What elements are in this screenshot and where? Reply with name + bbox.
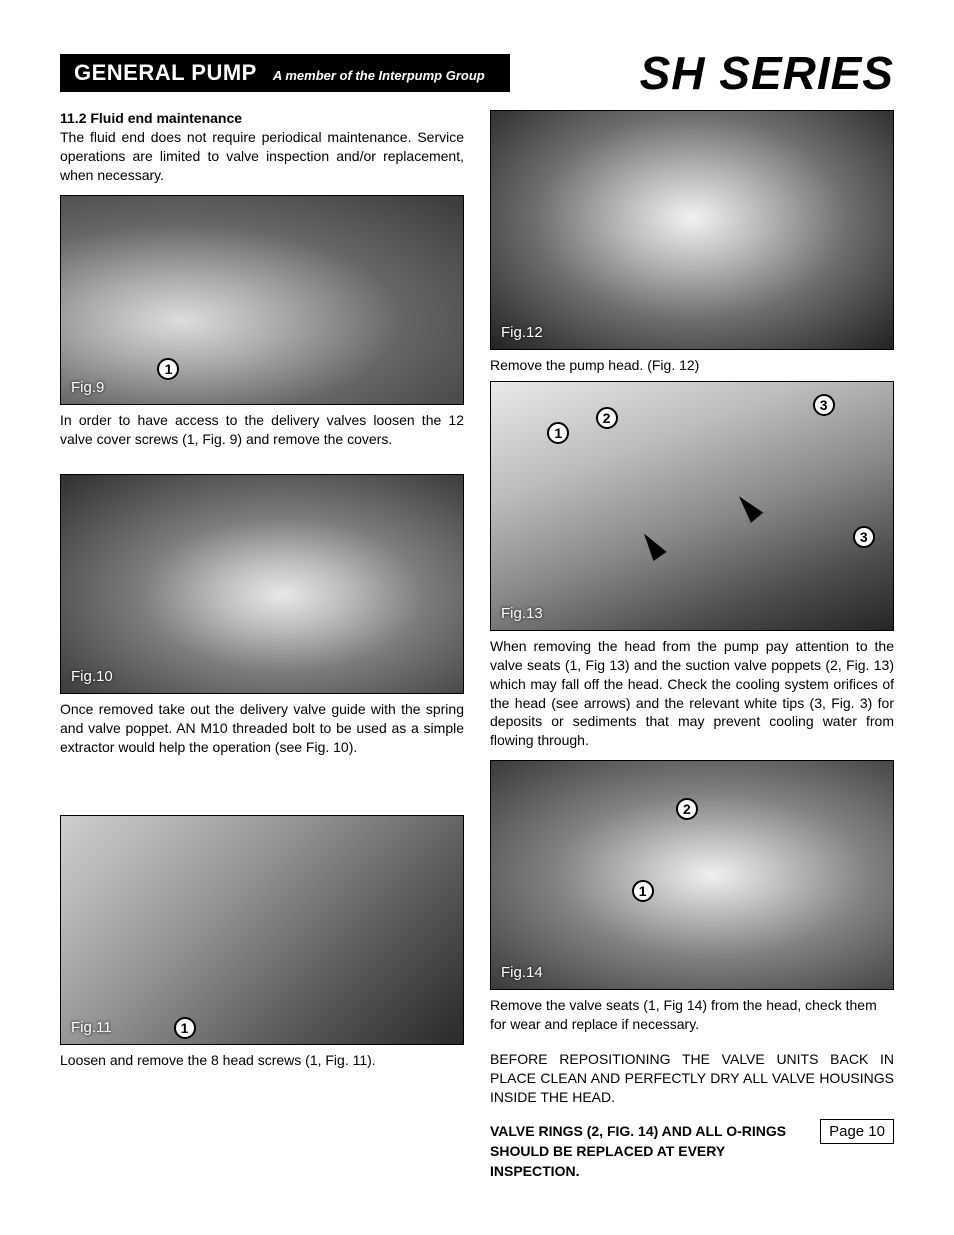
callout-2: 2 xyxy=(676,798,698,820)
text-after-fig13: When removing the head from the pump pay… xyxy=(490,637,894,750)
figure-10: Fig.10 xyxy=(60,474,464,694)
figure-12-label: Fig.12 xyxy=(501,324,543,341)
figure-9: Fig.9 1 xyxy=(60,195,464,405)
text-after-fig9: In order to have access to the delivery … xyxy=(60,411,464,449)
figure-14-label: Fig.14 xyxy=(501,964,543,981)
text-after-fig10: Once removed take out the delivery valve… xyxy=(60,700,464,757)
figure-9-label: Fig.9 xyxy=(71,379,104,396)
figure-11: Fig.11 1 xyxy=(60,815,464,1045)
figure-14-image xyxy=(491,761,893,989)
figure-12: Fig.12 xyxy=(490,110,894,350)
text-after-fig14: Remove the valve seats (1, Fig 14) from … xyxy=(490,996,894,1034)
footer-line: Page 10 VALVE RINGS (2, FIG. 14) AND ALL… xyxy=(490,1121,894,1182)
callout-1: 1 xyxy=(632,880,654,902)
left-column: 11.2 Fluid end maintenance The fluid end… xyxy=(60,110,464,1182)
callout-3: 3 xyxy=(853,526,875,548)
figure-13: Fig.13 1 2 3 3 xyxy=(490,381,894,631)
bold-note: VALVE RINGS (2, FIG. 14) AND ALL O-RINGS… xyxy=(490,1123,786,1180)
page-header: GENERAL PUMP A member of the Interpump G… xyxy=(60,50,894,96)
right-column: Fig.12 Remove the pump head. (Fig. 12) F… xyxy=(490,110,894,1182)
figure-13-image xyxy=(491,382,893,630)
callout-1: 1 xyxy=(174,1017,196,1039)
figure-9-image xyxy=(61,196,463,404)
figure-14: Fig.14 2 1 xyxy=(490,760,894,990)
figure-10-image xyxy=(61,475,463,693)
text-after-fig11: Loosen and remove the 8 head screws (1, … xyxy=(60,1051,464,1070)
series-title: SH SERIES xyxy=(640,50,894,96)
figure-12-image xyxy=(491,111,893,349)
callout-1: 1 xyxy=(547,422,569,444)
figure-11-label: Fig.11 xyxy=(71,1019,112,1036)
intro-text: The fluid end does not require periodica… xyxy=(60,128,464,185)
content-columns: 11.2 Fluid end maintenance The fluid end… xyxy=(60,110,894,1182)
figure-10-label: Fig.10 xyxy=(71,668,113,685)
page-number: Page 10 xyxy=(820,1119,894,1144)
caps-note: BEFORE REPOSITIONING THE VALVE UNITS BAC… xyxy=(490,1050,894,1107)
callout-3: 3 xyxy=(813,394,835,416)
brand-name: GENERAL PUMP xyxy=(74,60,257,86)
section-heading: 11.2 Fluid end maintenance xyxy=(60,110,464,126)
figure-13-label: Fig.13 xyxy=(501,605,543,622)
callout-2: 2 xyxy=(596,407,618,429)
figure-11-image xyxy=(61,816,463,1044)
brand-bar: GENERAL PUMP A member of the Interpump G… xyxy=(60,54,510,92)
brand-tagline: A member of the Interpump Group xyxy=(273,68,485,83)
text-after-fig12: Remove the pump head. (Fig. 12) xyxy=(490,356,894,375)
